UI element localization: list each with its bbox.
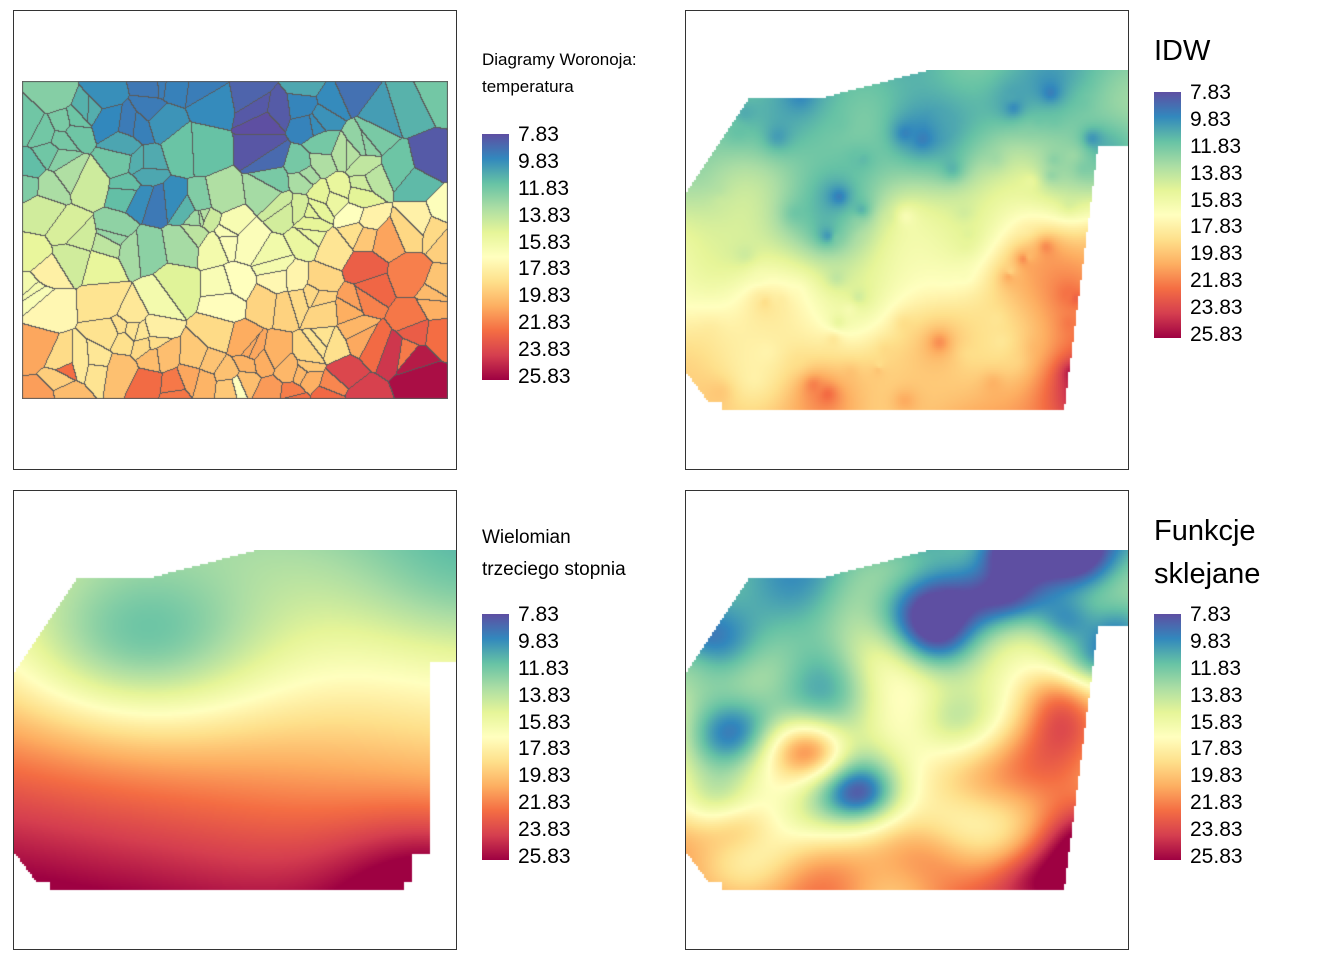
idw-legend: IDW 7.83 9.83 11.83 13.83 15.83 17.83 19.83 21.…: [1154, 30, 1334, 370]
legend-title-line: Funkcje: [1154, 515, 1256, 547]
legend-label: 23.83: [518, 338, 571, 362]
voronoi-legend: Diagramy Woronoja: temperatura 7.83 9.83 1…: [482, 46, 672, 388]
legend-title-line: trzeciego stopnia: [482, 559, 626, 580]
legend-label: 21.83: [518, 791, 571, 815]
legend-title-line: Diagramy Woronoja:: [482, 50, 637, 69]
voronoi-map: [22, 81, 448, 399]
legend-label: 21.83: [518, 311, 571, 335]
idw-legend-title: IDW: [1154, 30, 1210, 73]
legend-label: 17.83: [1190, 737, 1243, 761]
legend-label: 21.83: [1190, 791, 1243, 815]
legend-label: 19.83: [518, 284, 571, 308]
legend-label: 25.83: [1190, 323, 1243, 346]
polynomial-legend-colorbar: [482, 614, 509, 860]
legend-label: 7.83: [518, 603, 559, 626]
legend-label: 15.83: [1190, 188, 1243, 212]
voronoi-legend-title: Diagramy Woronoja: temperatura: [482, 46, 637, 100]
idw-map: [686, 70, 1128, 414]
legend-label: 15.83: [518, 710, 571, 734]
polynomial-legend: Wielomian trzeciego stopnia 7.83 9.83 11.8…: [482, 522, 672, 872]
legend-label: 7.83: [1190, 603, 1231, 626]
legend-label: 19.83: [518, 764, 571, 788]
legend-label: 23.83: [518, 818, 571, 842]
legend-label: 23.83: [1190, 296, 1243, 320]
legend-label: 11.83: [518, 176, 569, 200]
idw-legend-colorbar: [1154, 92, 1181, 338]
legend-label: 25.83: [518, 365, 571, 388]
legend-label: 17.83: [1190, 215, 1243, 239]
legend-label: 11.83: [1190, 656, 1241, 680]
legend-title-line: IDW: [1154, 35, 1211, 67]
legend-label: 11.83: [518, 656, 569, 680]
legend-label: 9.83: [518, 629, 559, 653]
spline-legend: Funkcje sklejane 7.83 9.83 11.83 13.83 15.83…: [1154, 510, 1334, 870]
legend-label: 9.83: [518, 149, 559, 173]
legend-label: 25.83: [518, 845, 571, 868]
legend-label: 13.83: [518, 203, 571, 227]
spline-legend-colorbar: [1154, 614, 1181, 860]
legend-label: 11.83: [1190, 134, 1241, 158]
legend-label: 17.83: [518, 257, 571, 281]
polynomial-legend-title: Wielomian trzeciego stopnia: [482, 522, 626, 586]
spline-legend-title: Funkcje sklejane: [1154, 510, 1260, 596]
legend-label: 7.83: [518, 123, 559, 146]
legend-label: 9.83: [1190, 107, 1231, 131]
spline-map: [686, 550, 1128, 894]
legend-title-line: Wielomian: [482, 527, 571, 548]
legend-title-line: sklejane: [1154, 558, 1261, 590]
legend-label: 23.83: [1190, 818, 1243, 842]
legend-label: 25.83: [1190, 845, 1243, 868]
legend-label: 9.83: [1190, 629, 1231, 653]
legend-label: 15.83: [518, 230, 571, 254]
legend-label: 13.83: [518, 683, 571, 707]
legend-label: 19.83: [1190, 764, 1243, 788]
legend-label: 15.83: [1190, 710, 1243, 734]
polynomial-map: [14, 550, 456, 894]
legend-title-line: temperatura: [482, 77, 574, 96]
legend-label: 17.83: [518, 737, 571, 761]
legend-label: 7.83: [1190, 81, 1231, 104]
legend-label: 13.83: [1190, 161, 1243, 185]
legend-label: 13.83: [1190, 683, 1243, 707]
voronoi-legend-colorbar: [482, 134, 509, 380]
legend-label: 21.83: [1190, 269, 1243, 293]
legend-label: 19.83: [1190, 242, 1243, 266]
